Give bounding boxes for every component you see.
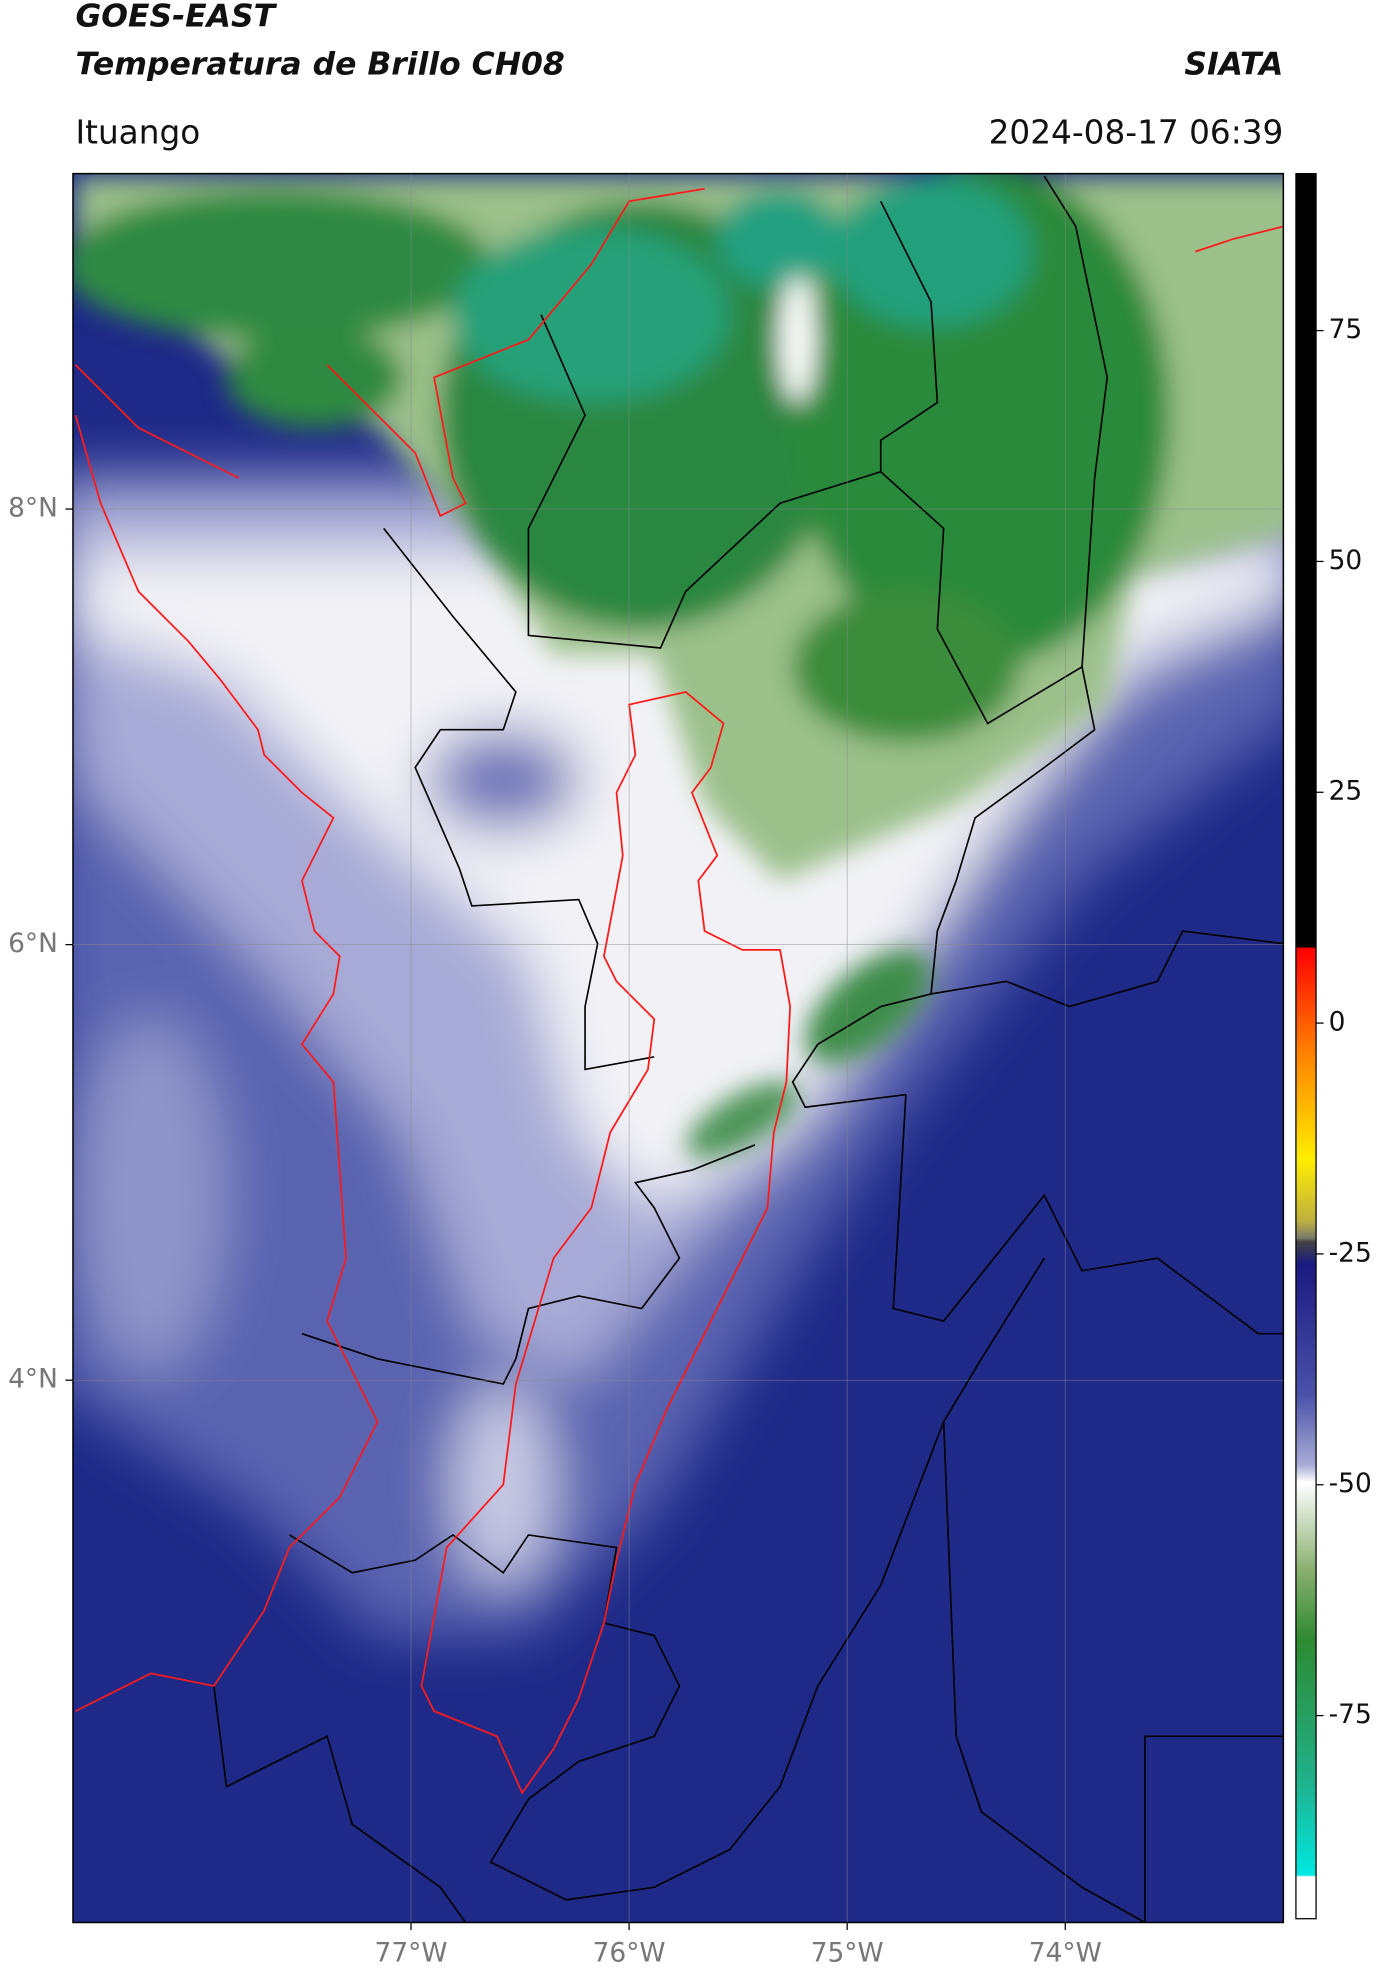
colorbar-tick-label: 25 xyxy=(1329,776,1363,807)
title-line2: Temperatura de Brillo CH08 xyxy=(75,46,564,82)
place: Ituango xyxy=(75,114,200,152)
colorbar-tick-label: -50 xyxy=(1329,1468,1372,1499)
colorbar-tick-label: 0 xyxy=(1329,1007,1346,1038)
colorbar-tick-label: -75 xyxy=(1329,1699,1372,1730)
x-tick-label: 74°W xyxy=(1029,1937,1102,1968)
y-tick-label: 8°N xyxy=(8,493,58,524)
y-tick-label: 4°N xyxy=(8,1364,58,1395)
colorbar-tick-label: 50 xyxy=(1329,545,1363,576)
title-line1: GOES-EAST xyxy=(75,0,277,35)
map-image xyxy=(72,173,1284,1923)
x-tick-label: 75°W xyxy=(811,1937,884,1968)
colorbar-tick-label: 75 xyxy=(1329,314,1363,345)
y-tick-label: 6°N xyxy=(8,928,58,959)
x-tick-label: 77°W xyxy=(375,1937,448,1968)
source: SIATA xyxy=(1184,46,1283,82)
map-frame xyxy=(72,172,1285,1924)
grid xyxy=(72,173,1284,1923)
timestamp: 2024-08-17 06:39 xyxy=(989,114,1284,152)
x-tick-label: 76°W xyxy=(593,1937,666,1968)
colorbar-tick-label: -25 xyxy=(1329,1237,1372,1268)
colorbar xyxy=(1295,172,1317,1920)
